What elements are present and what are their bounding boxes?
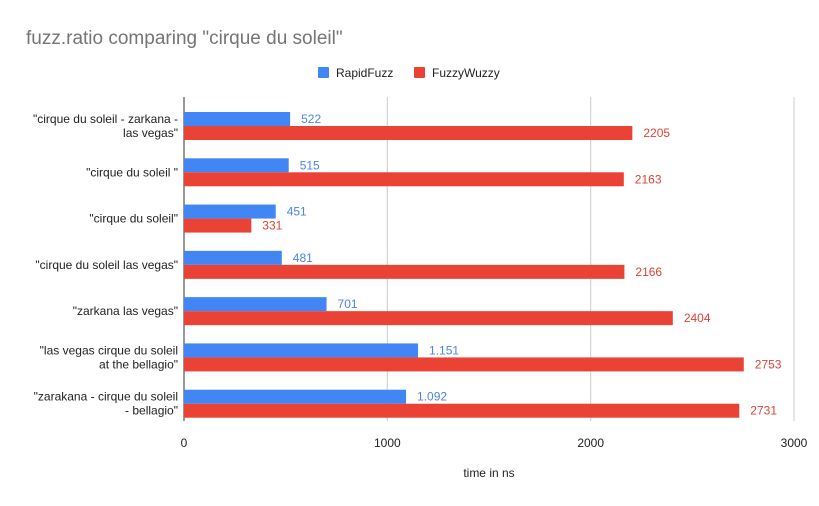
legend: RapidFuzz FuzzyWuzzy [318, 66, 500, 80]
bar-fuzzywuzzy [184, 264, 625, 279]
data-label-fuzzywuzzy: 2404 [684, 311, 711, 325]
category-label: "cirque du soleil las vegas" [35, 258, 178, 272]
data-label-rapidfuzz: 481 [293, 251, 313, 265]
x-tick-label: 1000 [374, 436, 401, 450]
bar-rapidfuzz [184, 297, 327, 312]
data-label-fuzzywuzzy: 2205 [643, 126, 670, 140]
category-label: "zarakana - cirque du soleil - bellagio" [34, 390, 178, 418]
chart-title: fuzz.ratio comparing "cirque du soleil" [26, 28, 343, 49]
x-tick-label: 3000 [781, 436, 808, 450]
data-label-fuzzywuzzy: 2163 [635, 172, 662, 186]
data-label-fuzzywuzzy: 2753 [755, 357, 782, 371]
data-label-rapidfuzz: 522 [301, 112, 321, 126]
data-label-rapidfuzz: 1.092 [417, 390, 447, 404]
legend-label-fuzzywuzzy: FuzzyWuzzy [432, 66, 500, 80]
bars: 522 2205 515 2163 451 331 481 2166 701 2404 1.151 2… [184, 112, 782, 418]
legend-swatch-fuzzywuzzy [414, 67, 425, 78]
x-tick-label: 2000 [577, 436, 604, 450]
category-labels: "cirque du soleil - zarkana -las vegas" "… [33, 112, 178, 418]
data-label-fuzzywuzzy: 2166 [635, 265, 662, 279]
category-label: "cirque du soleil" [89, 212, 178, 226]
bar-rapidfuzz [184, 389, 407, 404]
data-label-rapidfuzz: 451 [287, 205, 307, 219]
bar-rapidfuzz [184, 250, 282, 265]
x-tick-labels: 0 1000 2000 3000 [181, 436, 808, 450]
bar-rapidfuzz [184, 343, 419, 358]
data-label-rapidfuzz: 1.151 [429, 343, 459, 357]
bar-fuzzywuzzy [184, 357, 744, 372]
legend-label-rapidfuzz: RapidFuzz [336, 66, 393, 80]
category-label: "cirque du soleil " [86, 165, 178, 179]
bar-fuzzywuzzy [184, 218, 252, 233]
data-label-fuzzywuzzy: 331 [262, 219, 282, 233]
bar-fuzzywuzzy [184, 311, 673, 326]
bar-rapidfuzz [184, 158, 289, 173]
data-label-rapidfuzz: 701 [338, 297, 358, 311]
category-label: "cirque du soleil - zarkana -las vegas" [33, 112, 178, 140]
x-tick-label: 0 [181, 436, 188, 450]
data-label-fuzzywuzzy: 2731 [750, 404, 777, 418]
bar-fuzzywuzzy [184, 172, 624, 187]
bar-fuzzywuzzy [184, 126, 633, 140]
legend-swatch-rapidfuzz [318, 67, 329, 78]
bar-rapidfuzz [184, 112, 291, 126]
category-label: "zarkana las vegas" [73, 304, 178, 318]
bar-fuzzywuzzy [184, 403, 740, 418]
bar-rapidfuzz [184, 204, 276, 219]
x-axis-title: time in ns [463, 466, 514, 480]
category-label: "las vegas cirque du soleil at the bellag… [40, 343, 178, 371]
data-label-rapidfuzz: 515 [300, 158, 320, 172]
